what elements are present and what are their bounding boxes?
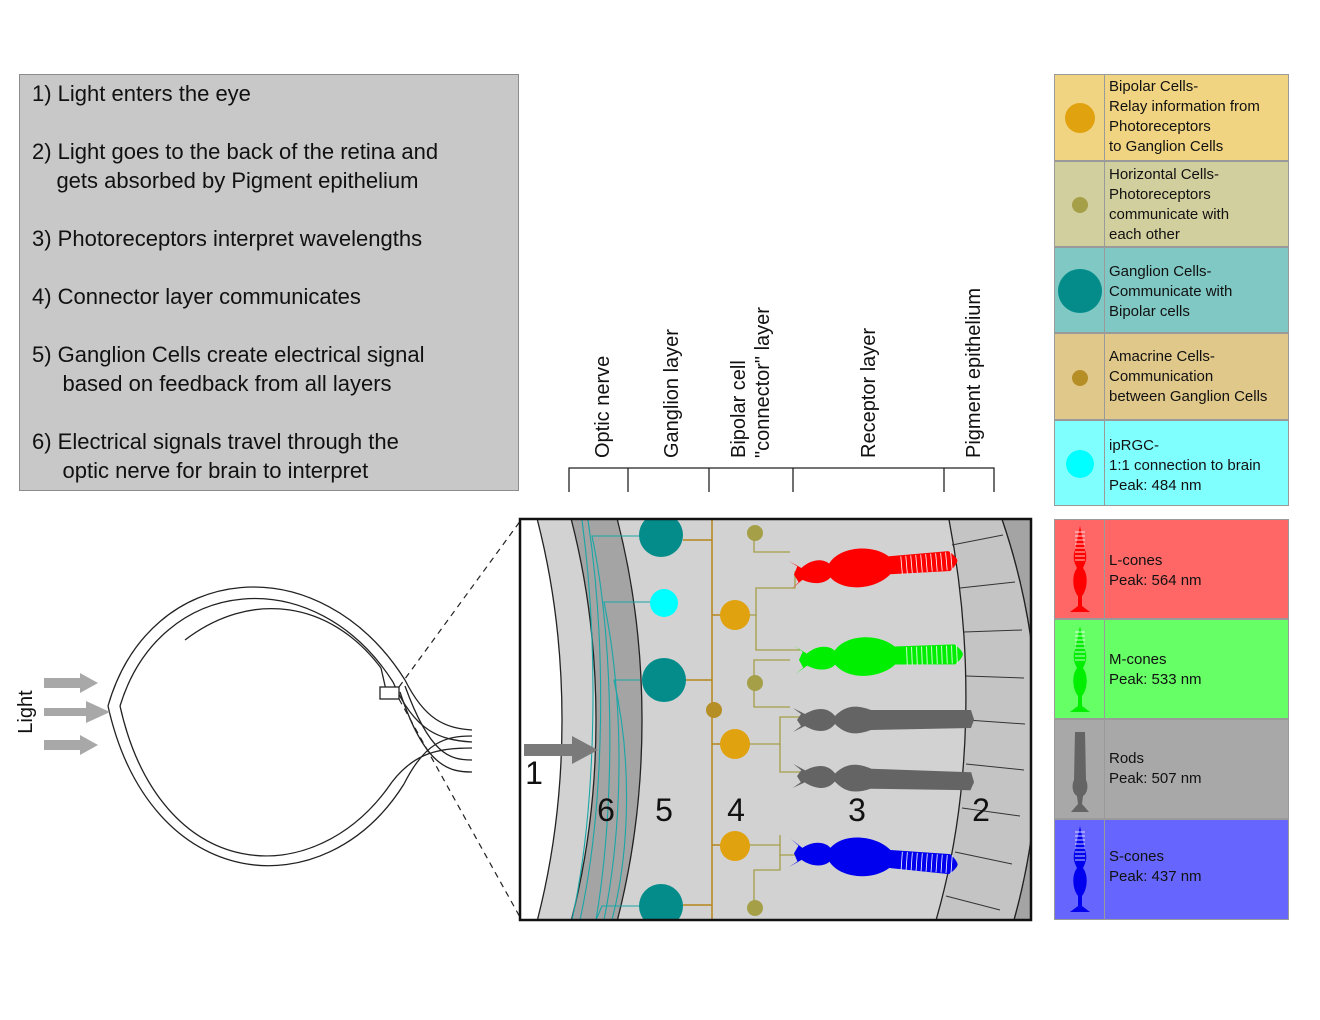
region-number-1: 1	[525, 755, 543, 791]
cone-shape	[1070, 626, 1090, 712]
step-1: 1) Light enters the eye	[32, 81, 251, 106]
m-cone-icon	[1070, 626, 1090, 712]
zoom-line-bottom	[398, 698, 522, 920]
legend-rods: Rods Peak: 507 nm	[1054, 719, 1289, 819]
amacrine-cell-icon	[1072, 370, 1088, 386]
region-number-6: 6	[597, 792, 615, 828]
legend-m-cones: M-cones Peak: 533 nm	[1054, 619, 1289, 719]
layer-label-pigment: Pigment epithelium	[963, 288, 985, 458]
l-cone-receptor	[788, 548, 958, 589]
cone-shape	[1070, 526, 1090, 612]
legend-amacrine-text: Amacrine Cells- Communication between Ga…	[1109, 348, 1268, 405]
legend-amacrine-cells: Amacrine Cells- Communication between Ga…	[1054, 333, 1289, 420]
horizontal-cell	[747, 900, 763, 916]
layer-label-bipolar: Bipolar cell "connector" layer	[728, 307, 774, 458]
light-arrow-icon	[44, 701, 110, 723]
legend-bipolar-text: Bipolar Cells- Relay information from Ph…	[1109, 78, 1260, 155]
rod-icon	[1071, 732, 1089, 812]
layer-label-ganglion: Ganglion layer	[661, 329, 683, 458]
legend-s-cones-peak: Peak: 437 nm	[1109, 868, 1202, 885]
legend-ganglion-text: Ganglion Cells- Communicate with Bipolar…	[1109, 263, 1233, 320]
legend-rods-name: Rods	[1109, 750, 1145, 767]
eye-outline	[107, 586, 473, 867]
legend-ganglion-swatch	[1055, 248, 1105, 332]
legend-m-cones-peak: Peak: 533 nm	[1109, 671, 1202, 688]
legend-s-cones-name: S-cones	[1109, 848, 1165, 865]
legend-bipolar-swatch	[1055, 75, 1105, 160]
light-arrow-icon	[44, 673, 98, 693]
layer-label-receptor: Receptor layer	[858, 328, 880, 458]
legend-l-cones-name: L-cones	[1109, 552, 1163, 569]
region-number-2: 2	[972, 792, 990, 828]
legend-s-cones-swatch	[1055, 820, 1105, 919]
ganglion-axons	[571, 520, 650, 919]
incoming-light-arrow-icon	[524, 736, 598, 764]
legend-rods-swatch	[1055, 720, 1105, 818]
step-4: 4) Connector layer communicates	[32, 284, 361, 309]
legend-iprgc: ipRGC- 1:1 connection to brain Peak: 484…	[1054, 420, 1289, 506]
step-6: 6) Electrical signals travel through the…	[32, 429, 399, 483]
legend-horizontal-text: Horizontal Cells- Photoreceptors communi…	[1109, 166, 1230, 243]
ganglion-cell	[639, 520, 683, 557]
zoom-line-top	[398, 519, 522, 688]
s-cone-receptor	[789, 837, 958, 877]
legend-l-cones-peak: Peak: 564 nm	[1109, 572, 1202, 589]
legend-rods-peak: Peak: 507 nm	[1109, 770, 1202, 787]
legend-bipolar-cells: Bipolar Cells- Relay information from Ph…	[1054, 74, 1289, 161]
iprgc-cell	[650, 589, 678, 617]
bipolar-cell	[720, 729, 750, 759]
amacrine-cell	[706, 702, 722, 718]
ganglion-cell-icon	[1058, 269, 1102, 313]
step-5: 5) Ganglion Cells create electrical sign…	[32, 342, 425, 396]
bipolar-cell-icon	[1065, 103, 1095, 133]
legend-m-cones-name: M-cones	[1109, 651, 1167, 668]
horizontal-cell-icon	[1072, 197, 1088, 213]
region-number-3: 3	[848, 792, 866, 828]
light-arrows	[44, 673, 110, 755]
horizontal-cell	[747, 675, 763, 691]
region-number-5: 5	[655, 792, 673, 828]
bipolar-cell	[720, 600, 750, 630]
s-cone-icon	[1070, 826, 1090, 912]
light-arrow-icon	[44, 735, 98, 755]
rod-receptor	[793, 706, 974, 734]
rod-shape	[1071, 732, 1089, 812]
l-cone-icon	[1070, 526, 1090, 612]
ganglion-cell	[639, 884, 683, 919]
step-2: 2) Light goes to the back of the retina …	[32, 139, 439, 193]
legend-horizontal-cells: Horizontal Cells- Photoreceptors communi…	[1054, 161, 1289, 247]
zoom-region-marker	[379, 686, 400, 700]
legend-iprgc-swatch	[1055, 421, 1105, 505]
magnified-view-frame	[518, 517, 1033, 922]
m-cone-receptor	[794, 637, 963, 676]
steps-panel: 1) Light enters the eye 2) Light goes to…	[19, 74, 519, 491]
cone-shape	[1070, 826, 1090, 912]
light-label: Light	[15, 690, 37, 734]
legend-horizontal-swatch	[1055, 162, 1105, 246]
legend-m-cones-swatch	[1055, 620, 1105, 718]
legend-amacrine-swatch	[1055, 334, 1105, 419]
legend-s-cones: S-cones Peak: 437 nm	[1054, 819, 1289, 920]
retina-cross-section: 1 6 5 4 3 2	[521, 520, 1031, 919]
ganglion-cell	[642, 658, 686, 702]
layer-brackets	[568, 467, 995, 492]
legend-l-cones-swatch	[1055, 520, 1105, 618]
legend-ganglion-cells: Ganglion Cells- Communicate with Bipolar…	[1054, 247, 1289, 333]
step-3: 3) Photoreceptors interpret wavelengths	[32, 226, 423, 251]
legend-iprgc-text: ipRGC- 1:1 connection to brain Peak: 484…	[1109, 437, 1261, 494]
rod-receptor	[792, 764, 974, 792]
legend-l-cones: L-cones Peak: 564 nm	[1054, 519, 1289, 619]
layer-label-optic-nerve: Optic nerve	[592, 356, 614, 458]
iprgc-cell-icon	[1066, 450, 1094, 478]
region-number-4: 4	[727, 792, 745, 828]
bipolar-cell	[720, 831, 750, 861]
horizontal-cell	[747, 525, 763, 541]
